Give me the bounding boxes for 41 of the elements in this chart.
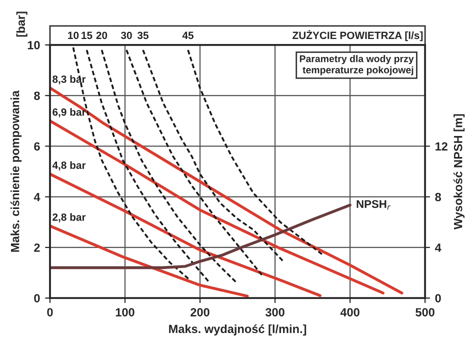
y-tick-label: 0 [34, 294, 40, 302]
line-series [86, 49, 211, 284]
series-label: 45 [182, 32, 194, 40]
series-label: 20 [96, 32, 108, 40]
y2-tick-label: 0 [435, 294, 441, 302]
annotation: Parametry dla wody przy temperaturze pokojowej [300, 55, 414, 76]
x-tick-label: 0 [47, 308, 53, 316]
legend-title: ZUŻYCIE POWIETRZA [l/s] [292, 30, 423, 42]
line-series [126, 49, 264, 278]
x-tick-label: 100 [116, 308, 134, 316]
x-tick-label: 200 [190, 308, 210, 316]
y2-tick-label: 12 [436, 142, 448, 150]
series-label: 6,9 bar [52, 108, 86, 118]
line-series [50, 86, 404, 294]
y-tick-label: 8 [34, 92, 40, 100]
series-label: 2,8 bar [52, 213, 86, 222]
x-axis-title: Maks. wydajność [l/min.] [169, 324, 306, 336]
line-series [50, 204, 352, 270]
y-tick-label: 10 [28, 40, 40, 50]
line-series [50, 172, 322, 297]
y2-tick-label: 4 [434, 244, 442, 252]
text: [bar] [16, 12, 28, 37]
x-tick-label: 400 [340, 308, 360, 316]
x-tick-label: 500 [416, 308, 434, 316]
y-tick-label: 6 [34, 142, 40, 151]
series-label: 8,3 bar [52, 75, 86, 84]
y-tick-label: 2 [34, 243, 40, 252]
line-series [50, 224, 249, 298]
y2-tick-label: 8 [435, 192, 441, 202]
series-label: 35 [137, 32, 149, 40]
series-label: 30 [120, 32, 132, 40]
x-tick-label: 300 [265, 308, 284, 316]
series-label: 4,8 bar [52, 161, 86, 170]
y2-axis-title: Wysokość NPSH [m] [453, 114, 465, 230]
y-axis-title: Maks. ciśnienie pompowania [10, 90, 22, 252]
line-series [100, 49, 238, 284]
series-label: 10 [68, 32, 79, 40]
series-label: NPSH$_{r}$ [356, 200, 391, 210]
line-series [142, 49, 284, 262]
series-label: 15 [82, 32, 92, 40]
y-tick-label: 4 [34, 192, 40, 202]
